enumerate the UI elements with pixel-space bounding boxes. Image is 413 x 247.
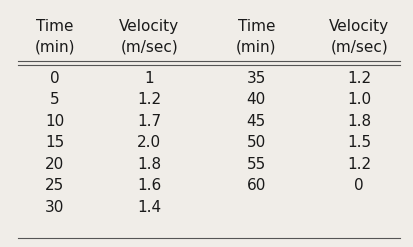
Text: 5: 5: [50, 92, 59, 107]
Text: Velocity
(m/sec): Velocity (m/sec): [119, 20, 179, 54]
Text: 1: 1: [144, 71, 154, 86]
Text: 20: 20: [45, 157, 64, 172]
Text: Time
(min): Time (min): [235, 20, 276, 54]
Text: 0: 0: [354, 178, 363, 193]
Text: 1.2: 1.2: [137, 92, 161, 107]
Text: 30: 30: [45, 200, 64, 215]
Text: 1.8: 1.8: [137, 157, 161, 172]
Text: 55: 55: [246, 157, 265, 172]
Text: 1.4: 1.4: [137, 200, 161, 215]
Text: 50: 50: [246, 135, 265, 150]
Text: 60: 60: [246, 178, 266, 193]
Text: 35: 35: [246, 71, 266, 86]
Text: 10: 10: [45, 114, 64, 129]
Text: 1.8: 1.8: [346, 114, 370, 129]
Text: 2.0: 2.0: [137, 135, 161, 150]
Text: 1.6: 1.6: [137, 178, 161, 193]
Text: 1.5: 1.5: [346, 135, 370, 150]
Text: 0: 0: [50, 71, 59, 86]
Text: 45: 45: [246, 114, 265, 129]
Text: 1.7: 1.7: [137, 114, 161, 129]
Text: 15: 15: [45, 135, 64, 150]
Text: 40: 40: [246, 92, 265, 107]
Text: 1.2: 1.2: [346, 71, 370, 86]
Text: Velocity
(m/sec): Velocity (m/sec): [328, 20, 388, 54]
Text: 1.0: 1.0: [346, 92, 370, 107]
Text: 1.2: 1.2: [346, 157, 370, 172]
Text: Time
(min): Time (min): [35, 20, 75, 54]
Text: 25: 25: [45, 178, 64, 193]
